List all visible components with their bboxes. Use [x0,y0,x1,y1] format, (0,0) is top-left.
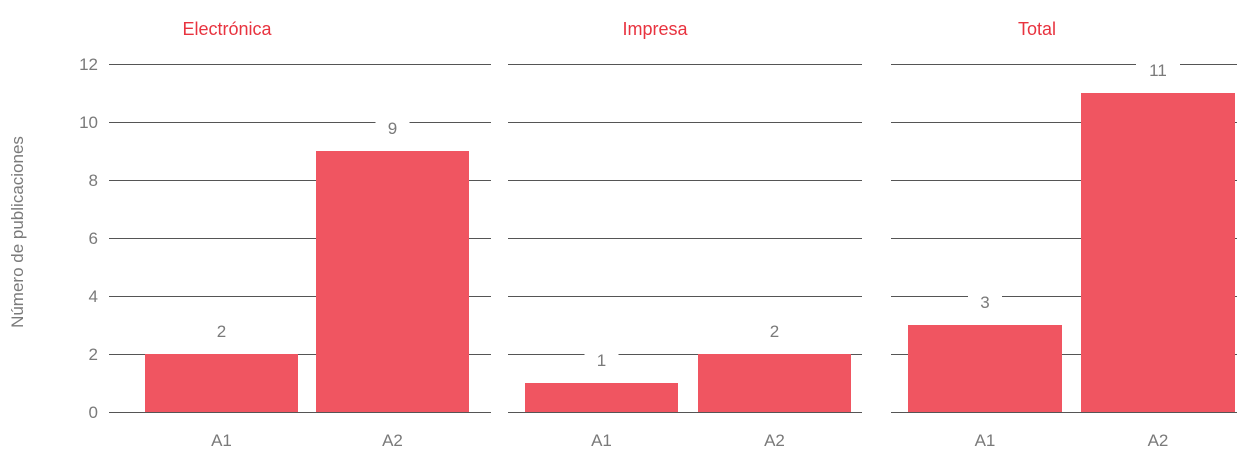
category-label-a2: A2 [1148,431,1169,450]
data-label-a1: 1 [597,351,606,370]
data-label-a2: 9 [388,119,397,138]
category-label-a2: A2 [764,431,785,450]
bar-a2 [316,151,469,412]
data-label-a1: 2 [217,322,226,341]
y-tick-label-0: 0 [89,403,98,422]
y-tick-label-6: 6 [89,229,98,248]
panel-2: Impresa 1 A1 2 A2 [508,19,862,450]
data-label-a2: 11 [1149,61,1167,80]
panel-title-1: Electrónica [182,19,272,39]
category-label-a2: A2 [382,431,403,450]
category-label-a1: A1 [211,431,232,450]
bar-a2 [698,354,851,412]
panel-title-3: Total [1018,19,1056,39]
bar-a1 [908,325,1062,412]
y-axis-label: Número de publicaciones [8,136,27,328]
data-label-a1: 3 [980,293,989,312]
bar-a1 [145,354,298,412]
y-tick-label-8: 8 [89,171,98,190]
category-label-a1: A1 [975,431,996,450]
bar-a2 [1081,93,1235,412]
y-tick-label-12: 12 [79,55,98,74]
y-tick-label-4: 4 [89,287,98,306]
y-tick-label-2: 2 [89,345,98,364]
y-tick-label-10: 10 [79,113,98,132]
data-label-a2: 2 [770,322,779,341]
panel-3: Total 3 A1 11 A2 [891,19,1237,450]
category-label-a1: A1 [591,431,612,450]
panel-1: Electrónica 2 A1 9 A2 [109,19,491,450]
panel-title-2: Impresa [622,19,688,39]
bar-a1 [525,383,678,412]
